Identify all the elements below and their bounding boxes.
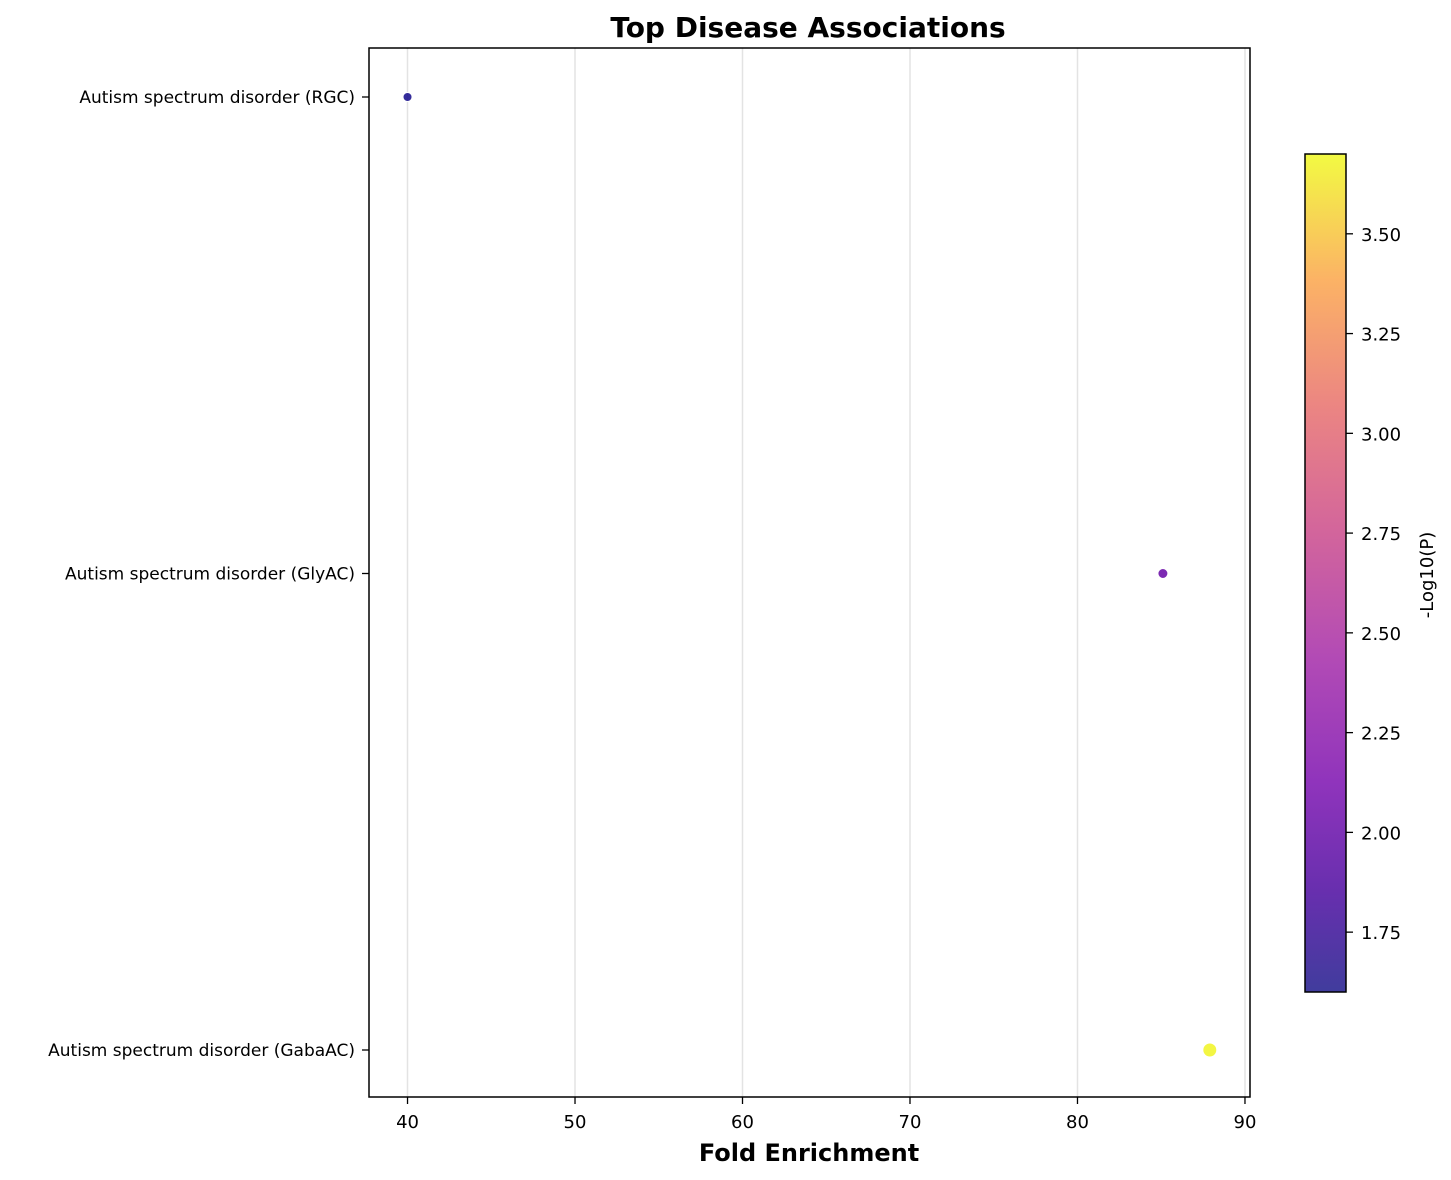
colorbar-tick-label: 3.50 (1361, 225, 1401, 246)
x-gridlines (406, 48, 1246, 1097)
x-tick-label: 70 (899, 1112, 922, 1133)
data-point (1202, 1042, 1218, 1058)
colorbar-tick-label: 1.75 (1361, 923, 1401, 944)
data-points (402, 91, 1218, 1058)
colorbar-ticks: 1.75 2.00 2.25 2.50 2.75 3.00 3.25 3.50 (1346, 225, 1401, 944)
colorbar-gradient (1304, 153, 1347, 993)
plot-area-frame (368, 47, 1251, 1098)
x-tick-label: 40 (396, 1112, 419, 1133)
colorbar: 1.75 2.00 2.25 2.50 2.75 3.00 3.25 3.50 -Log10(… (1304, 153, 1438, 993)
y-axis-categories: Autism spectrum disorder (RGC) Autism spe… (48, 88, 369, 1061)
data-point (1157, 568, 1169, 579)
colorbar-label: -Log10(P) (1417, 532, 1438, 618)
data-point (402, 91, 413, 103)
y-category-label: Autism spectrum disorder (RGC) (79, 88, 355, 108)
colorbar-tick-label: 3.00 (1361, 424, 1401, 445)
y-category-label: Autism spectrum disorder (GlyAC) (65, 565, 355, 585)
x-tick-label: 90 (1234, 1112, 1257, 1133)
x-axis-label: Fold Enrichment (699, 1139, 919, 1167)
x-tick-label: 80 (1066, 1112, 1089, 1133)
colorbar-tick-label: 3.25 (1361, 325, 1401, 346)
colorbar-tick-label: 2.25 (1361, 724, 1401, 745)
x-tick-label: 60 (731, 1112, 754, 1133)
y-category-label: Autism spectrum disorder (GabaAC) (48, 1041, 355, 1061)
colorbar-tick-label: 2.75 (1361, 524, 1401, 545)
x-tick-label: 50 (564, 1112, 587, 1133)
chart-title: Top Disease Associations (610, 11, 1005, 44)
colorbar-tick-label: 2.50 (1361, 624, 1401, 645)
colorbar-tick-label: 2.00 (1361, 823, 1401, 844)
x-axis-ticks: 40 50 60 70 80 90 (396, 1097, 1256, 1133)
